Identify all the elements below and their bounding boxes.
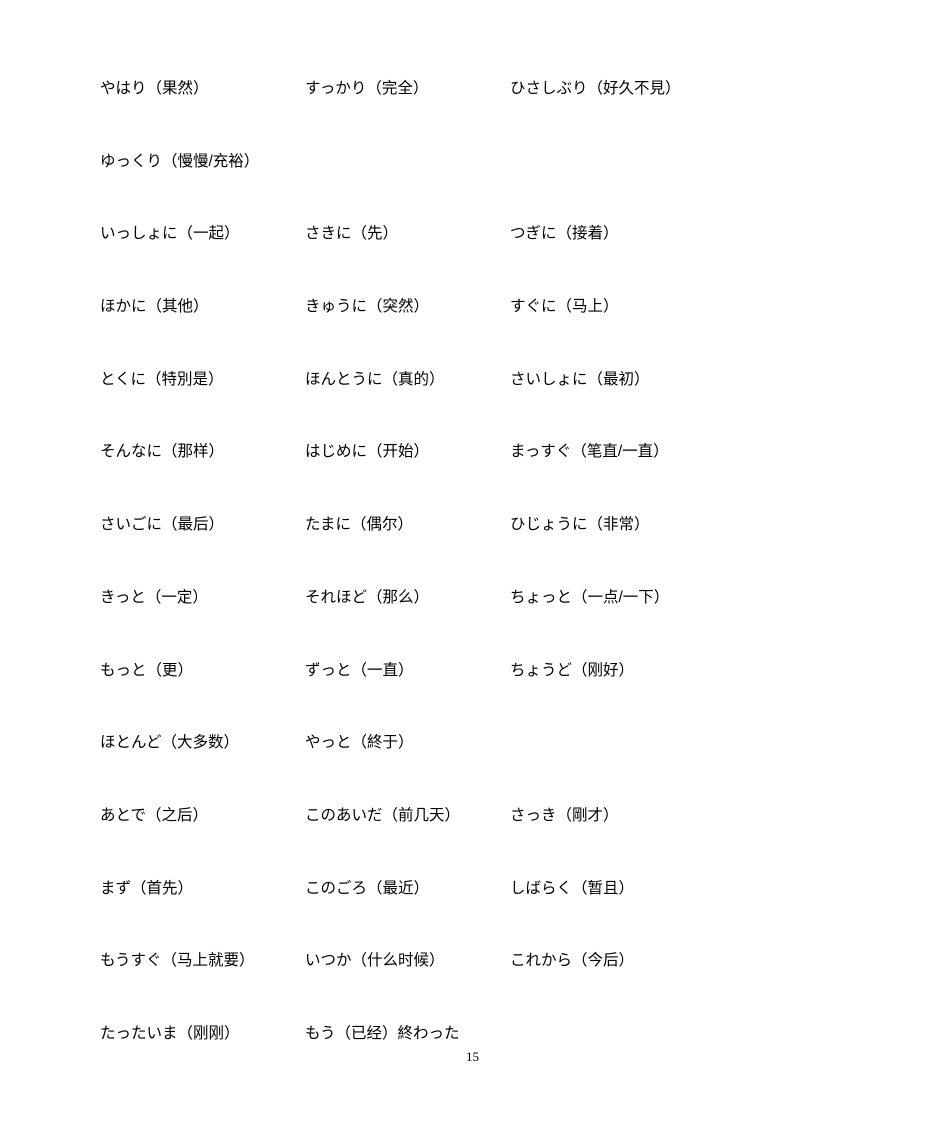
vocab-cell: ほかに（其他） bbox=[100, 296, 305, 318]
vocab-cell: いつか（什么时候） bbox=[305, 950, 510, 972]
vocab-cell: このごろ（最近） bbox=[305, 878, 510, 900]
vocab-cell: きゅうに（突然） bbox=[305, 296, 510, 318]
document-page: やはり（果然） すっかり（完全） ひさしぶり（好久不見） ゆっくり（慢慢/充裕）… bbox=[0, 0, 945, 1123]
vocab-cell: たったいま（刚刚） bbox=[100, 1023, 305, 1045]
table-row: もうすぐ（马上就要） いつか（什么时候） これから（今后） bbox=[100, 950, 885, 972]
vocab-cell: もう（已经）終わった bbox=[305, 1023, 510, 1045]
vocab-cell: すぐに（马上） bbox=[510, 296, 885, 318]
table-row: あとで（之后） このあいだ（前几天） さっき（剛才） bbox=[100, 805, 885, 827]
vocab-cell: きっと（一定） bbox=[100, 587, 305, 609]
vocab-cell: もっと（更） bbox=[100, 660, 305, 682]
vocab-cell: それほど（那么） bbox=[305, 587, 510, 609]
vocab-cell: ゆっくり（慢慢/充裕） bbox=[100, 151, 305, 173]
vocab-cell: さいごに（最后） bbox=[100, 514, 305, 536]
vocab-cell bbox=[510, 1023, 885, 1045]
table-row: ほとんど（大多数） やっと（終于） bbox=[100, 732, 885, 754]
vocab-cell: つぎに（接着） bbox=[510, 223, 885, 245]
vocab-cell: いっしょに（一起） bbox=[100, 223, 305, 245]
table-row: そんなに（那样） はじめに（开始） まっすぐ（笔直/一直） bbox=[100, 441, 885, 463]
vocab-cell: はじめに（开始） bbox=[305, 441, 510, 463]
table-row: さいごに（最后） たまに（偶尔） ひじょうに（非常） bbox=[100, 514, 885, 536]
vocab-cell: さきに（先） bbox=[305, 223, 510, 245]
table-row: きっと（一定） それほど（那么） ちょっと（一点/一下） bbox=[100, 587, 885, 609]
vocab-cell: ひじょうに（非常） bbox=[510, 514, 885, 536]
vocab-table: やはり（果然） すっかり（完全） ひさしぶり（好久不見） ゆっくり（慢慢/充裕）… bbox=[100, 78, 885, 1096]
vocab-cell: そんなに（那样） bbox=[100, 441, 305, 463]
vocab-cell: まっすぐ（笔直/一直） bbox=[510, 441, 885, 463]
table-row: たったいま（刚刚） もう（已经）終わった bbox=[100, 1023, 885, 1045]
vocab-cell: このあいだ（前几天） bbox=[305, 805, 510, 827]
vocab-cell: ひさしぶり（好久不見） bbox=[510, 78, 885, 100]
vocab-cell: まず（首先） bbox=[100, 878, 305, 900]
vocab-cell: やはり（果然） bbox=[100, 78, 305, 100]
vocab-cell: さいしょに（最初） bbox=[510, 369, 885, 391]
vocab-cell: しばらく（暂且） bbox=[510, 878, 885, 900]
vocab-cell: すっかり（完全） bbox=[305, 78, 510, 100]
table-row: もっと（更） ずっと（一直） ちょうど（刚好） bbox=[100, 660, 885, 682]
vocab-cell: さっき（剛才） bbox=[510, 805, 885, 827]
table-row: ほかに（其他） きゅうに（突然） すぐに（马上） bbox=[100, 296, 885, 318]
vocab-cell: ずっと（一直） bbox=[305, 660, 510, 682]
vocab-cell bbox=[305, 151, 510, 173]
vocab-cell: あとで（之后） bbox=[100, 805, 305, 827]
vocab-cell: とくに（特別是） bbox=[100, 369, 305, 391]
page-number: 15 bbox=[0, 1049, 945, 1065]
table-row: とくに（特別是） ほんとうに（真的） さいしょに（最初） bbox=[100, 369, 885, 391]
table-row: やはり（果然） すっかり（完全） ひさしぶり（好久不見） bbox=[100, 78, 885, 100]
vocab-cell: ほんとうに（真的） bbox=[305, 369, 510, 391]
vocab-cell: ちょっと（一点/一下） bbox=[510, 587, 885, 609]
vocab-cell: ちょうど（刚好） bbox=[510, 660, 885, 682]
vocab-cell: これから（今后） bbox=[510, 950, 885, 972]
table-row: ゆっくり（慢慢/充裕） bbox=[100, 151, 885, 173]
vocab-cell bbox=[510, 732, 885, 754]
table-row: まず（首先） このごろ（最近） しばらく（暂且） bbox=[100, 878, 885, 900]
vocab-cell: たまに（偶尔） bbox=[305, 514, 510, 536]
vocab-cell: やっと（終于） bbox=[305, 732, 510, 754]
vocab-cell: もうすぐ（马上就要） bbox=[100, 950, 305, 972]
vocab-cell: ほとんど（大多数） bbox=[100, 732, 305, 754]
vocab-cell bbox=[510, 151, 885, 173]
table-row: いっしょに（一起） さきに（先） つぎに（接着） bbox=[100, 223, 885, 245]
